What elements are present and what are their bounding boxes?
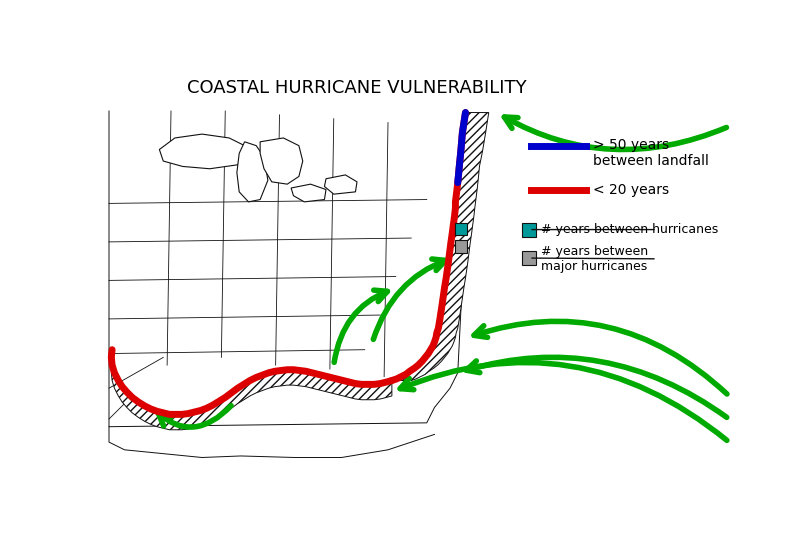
- Text: COASTAL HURRICANE VULNERABILITY: COASTAL HURRICANE VULNERABILITY: [187, 79, 526, 97]
- Text: # years between
major hurricanes: # years between major hurricanes: [541, 245, 648, 273]
- Polygon shape: [291, 184, 326, 202]
- Bar: [522, 251, 536, 265]
- Polygon shape: [237, 142, 268, 202]
- Text: # years between hurricanes: # years between hurricanes: [541, 223, 718, 236]
- Bar: [522, 222, 536, 237]
- Text: > 50 years
between landfall: > 50 years between landfall: [594, 138, 710, 168]
- Bar: [454, 240, 467, 253]
- Polygon shape: [260, 138, 303, 184]
- Bar: [454, 222, 467, 235]
- Polygon shape: [325, 175, 357, 194]
- Polygon shape: [111, 350, 392, 430]
- Polygon shape: [160, 134, 249, 168]
- Text: < 20 years: < 20 years: [594, 183, 670, 197]
- Polygon shape: [392, 112, 488, 381]
